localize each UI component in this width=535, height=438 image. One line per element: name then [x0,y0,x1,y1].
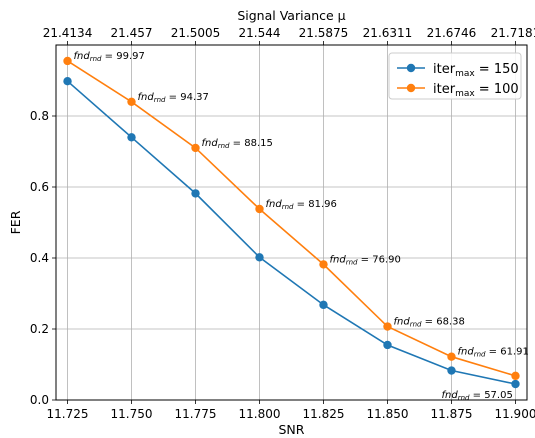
top-tick-label: 21.4134 [43,26,93,40]
data-point [319,300,328,310]
annotation-base: fnd [393,317,410,328]
x-tick-label: 11.725 [47,407,89,421]
annotation-base: fnd [74,51,91,62]
point-annotation: fndrnd = 81.96 [266,199,337,211]
legend-label-sub: max [455,89,475,99]
legend-label-value: = 100 [475,82,519,97]
data-point [191,143,200,153]
data-point [255,204,264,214]
legend-marker [406,63,416,73]
annotation-base: fnd [457,347,474,358]
legend-marker [406,83,416,93]
annotation-base: fnd [441,390,458,401]
legend-entry-0: itermax = 150 [397,62,519,79]
annotation-value: = 57.05 [469,390,512,401]
top-tick-label: 21.6746 [427,26,477,40]
point-annotation: fndrnd = 94.37 [138,92,209,104]
data-point [63,56,72,66]
legend-label-value: = 150 [475,62,519,77]
annotation-sub: rnd [218,142,230,150]
y-tick-label: 0.6 [30,180,49,194]
grid-lines [56,45,527,401]
top-tick-label: 21.544 [239,26,281,40]
annotation-value: = 88.15 [229,138,272,149]
top-axis-label: Signal Variance μ [237,8,345,23]
legend-entry-1: itermax = 100 [397,82,519,99]
series-0 [63,77,520,389]
y-tick-label: 0.0 [30,393,49,407]
annotation-base: fnd [266,199,283,210]
data-point [127,133,136,142]
data-point [191,189,200,198]
annotation-base: fnd [329,254,346,265]
data-point [447,366,456,375]
x-tick-label: 11.750 [111,407,153,421]
annotation-value: = 81.96 [293,199,336,210]
y-axis-label: FER [8,210,23,234]
annotation-sub: rnd [90,55,102,63]
data-point [319,260,328,269]
annotation-value: = 68.38 [421,317,464,328]
point-annotation: fndrnd = 68.38 [393,317,464,329]
annotation-sub: rnd [154,96,166,104]
point-annotation: fndrnd = 61.91 [457,347,528,359]
annotation-sub: rnd [346,258,358,266]
data-point [63,77,72,86]
x-tick-label: 11.825 [302,407,344,421]
data-point [383,322,392,331]
y-tick-label: 0.8 [30,109,49,123]
data-point [127,97,136,107]
data-point [447,352,456,361]
annotation-value: = 76.90 [357,254,400,265]
point-annotation: fndrnd = 76.90 [329,254,400,266]
data-point [511,371,520,381]
top-tick-label: 21.5005 [171,26,221,40]
left-axis: 0.0 0.2 0.4 0.6 0.8 [30,109,56,407]
top-tick-label: 21.7181 [491,26,535,40]
annotation-sub: rnd [458,394,470,402]
x-tick-label: 11.850 [366,407,408,421]
top-axis: 21.4134 21.457 21.5005 21.544 21.5875 21.6311… [43,26,535,45]
legend-label-sub: max [455,69,475,79]
series-layer [63,56,520,389]
annotation-sub: rnd [282,203,294,211]
annotation-base: fnd [138,92,155,103]
x-tick-label: 11.875 [430,407,472,421]
point-annotation: fndrnd = 57.05 [441,390,512,402]
legend-label-base: iter [433,82,456,97]
data-point [255,253,264,262]
annotation-value: = 94.37 [165,92,208,103]
data-point [383,340,392,350]
series-line [66,80,516,385]
bottom-axis: 11.725 11.750 11.775 11.800 11.825 11.850 11.8… [47,400,535,421]
top-tick-label: 21.6311 [363,26,413,40]
series-1 [63,56,520,381]
x-axis-label: SNR [279,422,305,437]
annotation-sub: rnd [474,351,486,359]
legend-label: itermax = 100 [433,82,519,99]
point-annotation: fndrnd = 99.97 [74,51,145,63]
legend-label-base: iter [433,62,456,77]
y-tick-label: 0.2 [30,322,49,336]
x-tick-label: 11.900 [494,407,535,421]
plot-frame [55,44,528,401]
x-tick-label: 11.800 [239,407,281,421]
annotation-value: = 61.91 [485,347,528,358]
series-line [67,60,516,377]
legend-label: itermax = 150 [433,62,519,79]
point-annotation: fndrnd = 88.15 [202,138,273,150]
annotation-sub: rnd [410,321,422,329]
annotation-base: fnd [202,138,219,149]
top-tick-label: 21.457 [111,26,153,40]
data-point [511,379,520,389]
top-tick-label: 21.5875 [299,26,349,40]
y-tick-label: 0.4 [30,251,49,265]
x-tick-label: 11.775 [175,407,217,421]
annotation-value: = 99.97 [102,51,145,62]
